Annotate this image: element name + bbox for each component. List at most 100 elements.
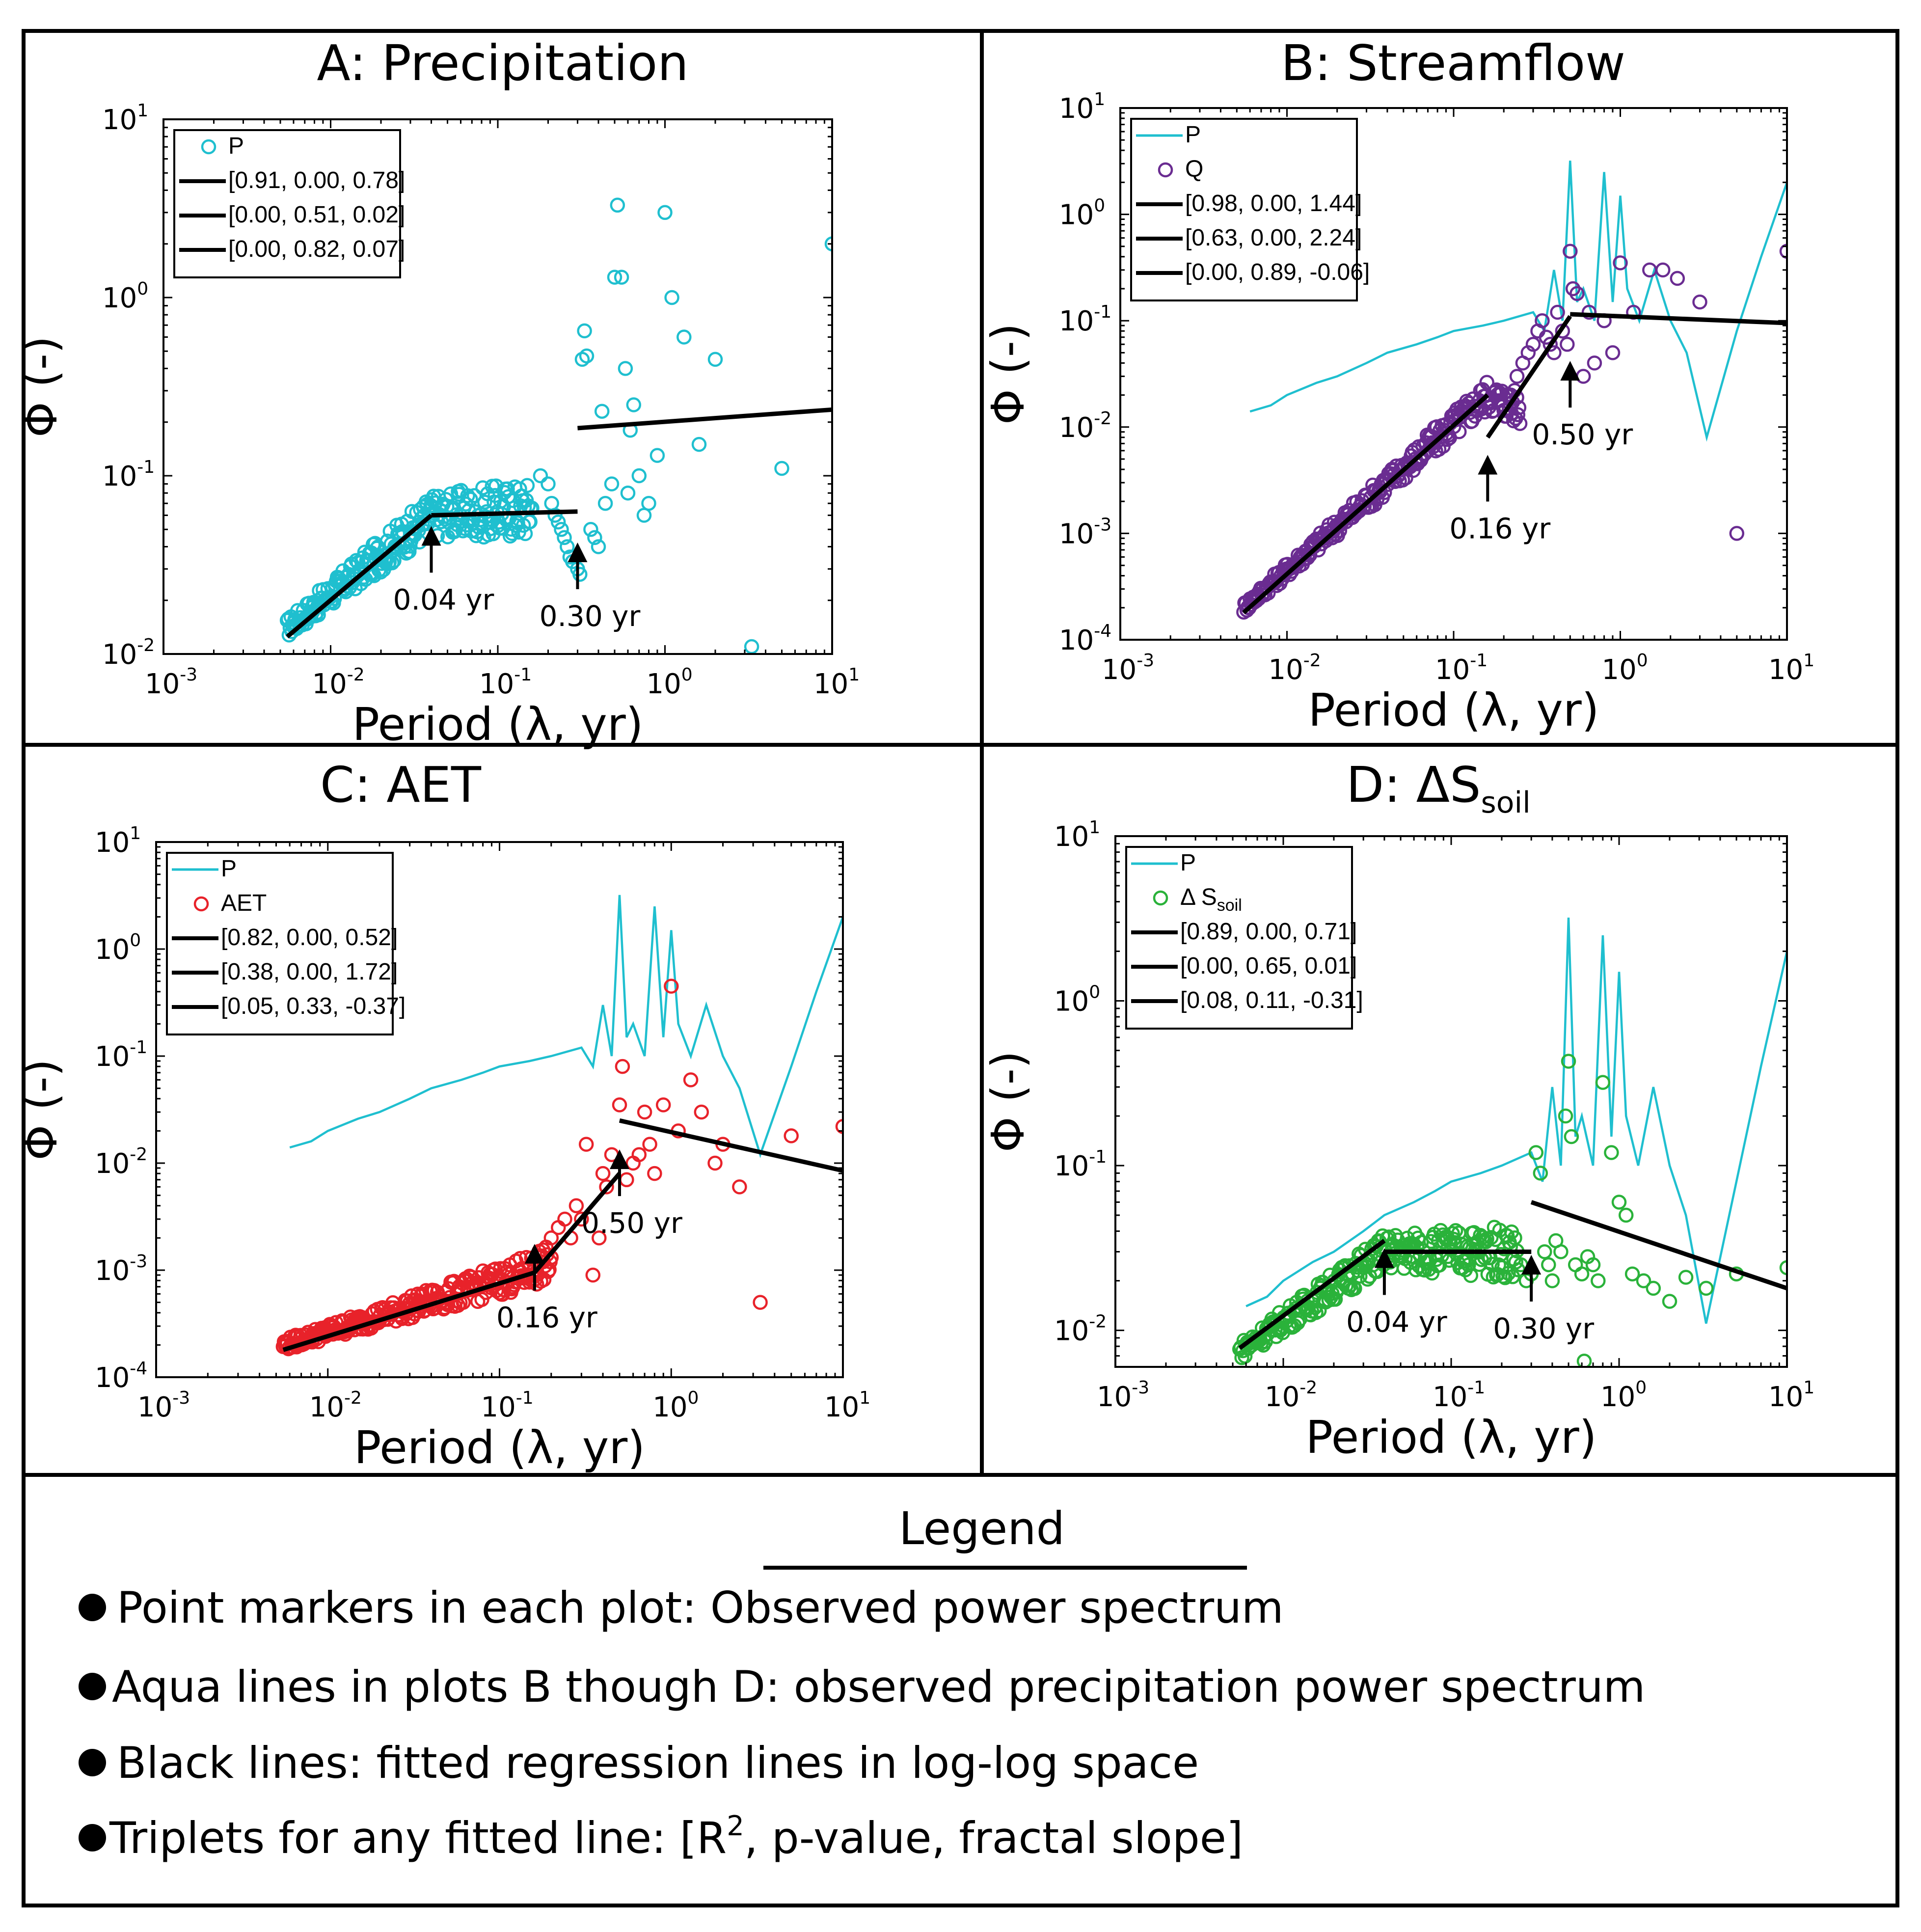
spectrum-point (1535, 313, 1550, 328)
spectrum-point (1525, 337, 1541, 352)
spectrum-point (551, 1220, 566, 1235)
y-tick-label: 10-1 (95, 1037, 147, 1073)
legend-entry: [0.63, 0.00, 2.24] (1185, 225, 1362, 251)
fit-line (282, 1270, 536, 1352)
breakpoint-annotation: 0.30 yr (540, 543, 640, 633)
y-tick-label: 10-2 (1059, 408, 1111, 444)
spectrum-point (1568, 1257, 1583, 1273)
spectrum-point (1541, 1257, 1556, 1273)
y-tick-label: 101 (1059, 89, 1105, 125)
fit-line (577, 407, 832, 431)
spectrum-point (597, 495, 613, 511)
outer-frame (22, 29, 1899, 1907)
y-axis-label: Φ (-) (982, 323, 1034, 425)
spectrum-point (614, 270, 629, 285)
spectrum-point (1533, 1166, 1548, 1181)
spectrum-point (574, 1211, 589, 1227)
spectrum-point (1576, 1354, 1592, 1367)
spectrum-point (1613, 255, 1628, 271)
breakpoint-label: 0.30 yr (1493, 1312, 1594, 1345)
spectrum-point (1327, 1292, 1343, 1307)
spectrum-point (1463, 1268, 1479, 1283)
x-tick-label: 101 (824, 1388, 870, 1423)
breakpoint-label: 0.16 yr (1449, 512, 1550, 545)
x-axis-label: Period (λ, yr) (1308, 684, 1599, 736)
spectrum-point (1595, 1075, 1611, 1090)
panel-title: B: Streamflow (1281, 34, 1625, 92)
spectrum-point (784, 1128, 799, 1143)
spectrum-point (618, 361, 633, 376)
arrow-up-icon (524, 1244, 544, 1264)
fit-line (431, 509, 578, 518)
spectrum-point (664, 290, 679, 305)
triplets-text-before: Triplets for any fitted line: [R (109, 1813, 727, 1863)
legend-marker (1153, 890, 1168, 906)
spectrum-point (1509, 369, 1525, 384)
spectrum-point (513, 1251, 528, 1266)
spectrum-point (1611, 1195, 1627, 1210)
breakpoint-label: 0.04 yr (393, 583, 494, 616)
spectrum-point (744, 639, 759, 654)
spectrum-point (1544, 1273, 1560, 1288)
arrow-up-icon (1521, 1254, 1542, 1275)
spectrum-point (557, 1211, 572, 1227)
spectrum-point (1575, 369, 1591, 384)
breakpoint-label: 0.50 yr (1532, 418, 1633, 451)
spectrum-point (1560, 337, 1575, 352)
plot-legend: P [0.91, 0.00, 0.78] [0.00, 0.51, 0.02] [0.… (173, 129, 405, 278)
legend-item-triplets: Triplets for any fitted line: [R2, p-val… (109, 1810, 1243, 1863)
y-axis-label: Φ (-) (15, 336, 67, 437)
x-tick-label: 10-3 (1097, 1378, 1149, 1413)
spectrum-point (578, 1137, 594, 1152)
y-axis-label: Φ (-) (15, 1059, 67, 1161)
breakpoint-annotation: 0.30 yr (1493, 1254, 1594, 1345)
bullet-icon (79, 1824, 106, 1851)
spectrum-point (572, 567, 588, 582)
fit-line (1530, 1200, 1787, 1291)
spectrum-point (655, 1097, 671, 1113)
spectrum-point (619, 1172, 634, 1188)
spectrum-point (620, 485, 636, 501)
spectrum-point (550, 514, 566, 530)
x-tick-label: 100 (647, 665, 693, 700)
spectrum-point (1461, 1257, 1476, 1273)
spectrum-point (1537, 1244, 1552, 1259)
legend-item-aqua-lines: Aqua lines in plots B though D: observed… (112, 1661, 1645, 1712)
spectrum-point (595, 1166, 611, 1181)
x-tick-label: 101 (1768, 1378, 1814, 1413)
spectrum-point (626, 397, 642, 412)
spectrum-point (1550, 304, 1565, 320)
plot-area (1236, 161, 1787, 620)
spectrum-point (1581, 304, 1597, 320)
breakpoint-label: 0.04 yr (1346, 1305, 1447, 1338)
spectrum-point (631, 1147, 647, 1162)
spectrum-point (1347, 1281, 1362, 1296)
spectrum-point (691, 436, 707, 452)
spectrum-point (1574, 1266, 1590, 1281)
spectrum-point (707, 352, 723, 367)
spectrum-point (707, 1155, 723, 1171)
spectrum-point (1729, 526, 1745, 541)
spectrum-point (1678, 1270, 1694, 1285)
arrow-up-icon (1478, 455, 1498, 475)
breakpoint-label: 0.50 yr (581, 1206, 682, 1240)
spectrum-point (463, 491, 478, 507)
spectrum-point (591, 539, 606, 554)
spectrum-point (657, 205, 673, 220)
y-tick-label: 10-4 (95, 1359, 147, 1394)
spectrum-point (1353, 1268, 1368, 1284)
spectrum-point (577, 323, 592, 339)
spectrum-point (594, 404, 610, 419)
legend-entry: [0.00, 0.89, -0.06] (1185, 259, 1370, 285)
legend-entry: [0.82, 0.00, 0.52] (221, 925, 398, 951)
legend-entry: [0.05, 0.33, -0.37] (221, 993, 406, 1019)
spectrum-point (607, 270, 622, 285)
precip-spectrum-line (1245, 917, 1787, 1324)
spectrum-point (541, 476, 556, 491)
panel-title: D: ΔSsoil (1346, 756, 1531, 820)
fit-line (1570, 312, 1787, 326)
spectrum-point (583, 522, 598, 537)
spectrum-point (1479, 375, 1494, 390)
x-tick-label: 10-1 (1433, 1378, 1485, 1413)
